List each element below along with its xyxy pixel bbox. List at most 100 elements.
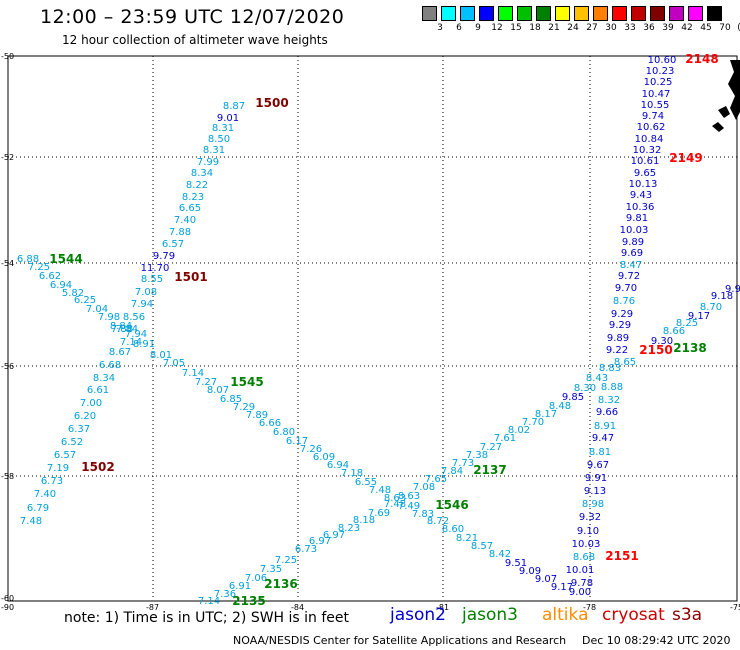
wave-height-value: 9.70	[615, 283, 637, 294]
wave-height-value: 8.56	[123, 312, 145, 323]
lat-tick-label: -56	[1, 362, 14, 371]
wave-height-value: 6.61	[87, 385, 109, 396]
wave-height-value: 8.88	[601, 382, 623, 393]
wave-height-value: 9.74	[642, 111, 664, 122]
wave-height-value: 6.66	[259, 418, 281, 429]
wave-height-value: 6.88	[17, 254, 39, 265]
wave-height-value: 7.36	[214, 589, 236, 600]
wave-height-value: 6.25	[74, 295, 96, 306]
legend-item-s3a: s3a	[672, 605, 703, 625]
wave-height-value: 8.98	[582, 499, 604, 510]
wave-height-value: 9.29	[609, 320, 631, 331]
wave-height-value: 7.65	[425, 474, 447, 485]
wave-height-value: 8.47	[620, 260, 642, 271]
pass-time-label: 2137	[473, 463, 506, 477]
wave-height-value: 9.51	[505, 558, 527, 569]
wave-height-value: 6.80	[273, 427, 295, 438]
wave-height-value: 8.34	[191, 168, 213, 179]
wave-height-value: 7.83	[412, 509, 434, 520]
wave-height-value: 7.08	[413, 482, 435, 493]
wave-height-value: 8.42	[489, 549, 511, 560]
pass-time-label: 1502	[81, 460, 114, 474]
wave-height-value: 7.88	[169, 227, 191, 238]
wave-height-value: 6.52	[61, 437, 83, 448]
wave-height-value: 7.49	[398, 501, 420, 512]
pass-time-label: 1546	[435, 498, 468, 512]
wave-height-value: 7.18	[341, 468, 363, 479]
wave-height-value: 9.89	[622, 237, 644, 248]
lon-tick-label: -87	[146, 603, 159, 612]
wave-height-value: 10.36	[626, 202, 655, 213]
wave-height-value: 7.27	[480, 442, 502, 453]
scale-label: (ft)	[734, 23, 740, 33]
wave-height-value: 8.57	[471, 541, 493, 552]
scale-label: 21	[548, 23, 560, 33]
wave-height-value: 8.84	[110, 321, 132, 332]
wave-height-value: 9.32	[579, 512, 601, 523]
wave-height-value: 9.47	[592, 433, 614, 444]
scale-label: 3	[437, 23, 443, 33]
wave-height-value: 10.62	[637, 122, 666, 133]
wave-height-value: 8.22	[186, 180, 208, 191]
lon-tick-label: -78	[583, 603, 596, 612]
wave-height-value: 8.34	[93, 373, 115, 384]
map-title: 12:00 – 23:59 UTC 12/07/2020	[40, 6, 345, 28]
wave-height-value: 7.84	[116, 324, 138, 335]
lat-tick-label: -58	[1, 472, 14, 481]
wave-height-value: 8.66	[663, 326, 685, 337]
wave-height-value: 6.73	[295, 544, 317, 555]
lat-tick-label: -60	[1, 594, 14, 603]
wave-height-value: 9.18	[711, 291, 733, 302]
wave-height-value: 8.48	[549, 401, 571, 412]
wave-height-value: 9.89	[607, 333, 629, 344]
wave-height-value: 10.01	[566, 565, 595, 576]
wave-height-value: 7.25	[275, 555, 297, 566]
wave-height-value: 10.55	[641, 100, 670, 111]
scale-swatch	[441, 6, 456, 21]
lon-tick-label: -81	[436, 603, 449, 612]
wave-height-value: 8.76	[613, 296, 635, 307]
wave-height-value: 8.72	[427, 516, 449, 527]
wave-height-value: 10.84	[635, 134, 664, 145]
wave-height-value: 8.65	[614, 357, 636, 368]
pass-time-label: 1500	[255, 96, 288, 110]
wave-height-value: 7.48	[384, 499, 406, 510]
wave-height-value: 6.17	[286, 436, 308, 447]
wave-height-value: 10.13	[629, 179, 658, 190]
wave-height-value: 6.97	[323, 530, 345, 541]
wave-height-value: 8.18	[353, 515, 375, 526]
wave-height-value: 8.07	[207, 385, 229, 396]
wave-height-value: 7.26	[300, 444, 322, 455]
wave-height-value: 9.85	[562, 392, 584, 403]
wave-height-value: 8.31	[212, 123, 234, 134]
scale-label: 15	[510, 23, 522, 33]
axis-labels: -50 -52 -54 -56 -58 -60-90 -87 -84 -81 -78 -75	[1, 52, 740, 612]
wave-height-value: 9.13	[584, 486, 606, 497]
wave-height-value: 7.89	[246, 410, 268, 421]
scale-label: 30	[605, 23, 617, 33]
wave-height-value: 9.07	[535, 574, 557, 585]
wave-height-value: 5.82	[62, 288, 84, 299]
wave-height-value: 7.05	[163, 358, 185, 369]
scale-label: 33	[624, 23, 636, 33]
wave-height-value: 7.19	[47, 463, 69, 474]
wave-height-value: 10.25	[644, 77, 673, 88]
scale-label: 39	[662, 23, 674, 33]
wave-height-value: 9.17	[551, 582, 573, 593]
wave-height-value: 7.69	[368, 508, 390, 519]
wave-height-value: 6.57	[162, 239, 184, 250]
wave-height-value: 8.68	[573, 552, 595, 563]
wave-height-value: 10.23	[646, 66, 675, 77]
lat-tick-label: -54	[1, 259, 14, 268]
wave-height-value: 7.88	[111, 324, 133, 335]
wave-height-value: 6.20	[74, 411, 96, 422]
pass-time-label: 2149	[669, 151, 702, 165]
scale-label: 42	[681, 23, 693, 33]
scale-label: 12	[491, 23, 503, 33]
scale-swatch	[422, 6, 437, 21]
wave-height-value: 7.73	[452, 458, 474, 469]
pass-time-labels: 1500 1501 1502 1544 1545 1546 2135 2136 2137 2138…	[49, 52, 718, 608]
wave-height-value: 9.01	[217, 113, 239, 124]
pass-time-label: 2138	[673, 341, 706, 355]
